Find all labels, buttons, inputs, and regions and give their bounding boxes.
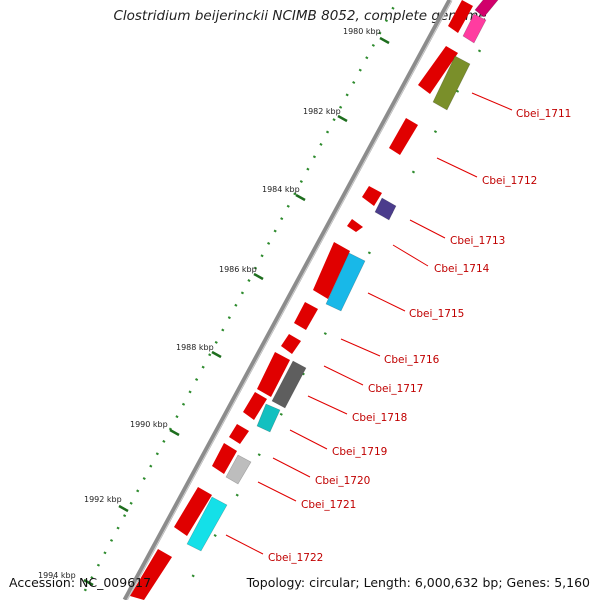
gene-label-1721[interactable]: Cbei_1721	[301, 499, 356, 511]
tick-label-1986: 1986 kbp	[219, 265, 257, 274]
map-title: Clostridium beijerinckii NCIMB 8052, com…	[113, 8, 487, 24]
gene-arrow-8[interactable]	[257, 352, 290, 397]
tick-label-1994: 1994 kbp	[38, 571, 76, 580]
gene-block-top-magenta-gene[interactable]	[474, 0, 499, 18]
gene-label-1720[interactable]: Cbei_1720	[315, 475, 370, 487]
label-leaders	[225, 92, 513, 555]
tick-label-1990: 1990 kbp	[130, 420, 168, 429]
gene-block-cbei-1720[interactable]	[225, 454, 252, 485]
gene-arrow-4[interactable]	[347, 219, 363, 232]
gene-arrow-1[interactable]	[418, 46, 458, 94]
gene-label-1711[interactable]: Cbei_1711	[516, 108, 571, 120]
forward-genes	[130, 0, 473, 600]
gene-label-1716[interactable]: Cbei_1716	[384, 354, 440, 366]
gene-label-1717[interactable]: Cbei_1717	[368, 383, 423, 395]
genome-backbone	[122, 0, 453, 600]
tick-label-1988: 1988 kbp	[176, 343, 214, 352]
gene-label-1719[interactable]: Cbei_1719	[332, 446, 387, 458]
gene-label-1718[interactable]: Cbei_1718	[352, 412, 407, 424]
gene-block-cbei-1717[interactable]	[271, 360, 307, 409]
gene-arrow-7[interactable]	[281, 334, 301, 354]
gene-arrow-13[interactable]	[130, 549, 172, 600]
gene-arrow-6[interactable]	[294, 302, 318, 330]
feature-track-dots	[178, 49, 482, 600]
gene-block-top-pink-gene[interactable]	[462, 13, 487, 44]
gene-label-1714[interactable]: Cbei_1714	[434, 263, 490, 275]
colored-genes	[186, 0, 499, 552]
tick-label-1982: 1982 kbp	[303, 107, 341, 116]
tick-label-1984: 1984 kbp	[262, 185, 300, 194]
gene-labels: Cbei_1711 Cbei_1712 Cbei_1713 Cbei_1714 …	[268, 108, 571, 564]
gene-label-1715[interactable]: Cbei_1715	[409, 308, 464, 320]
gene-block-cbei-1722[interactable]	[186, 496, 228, 552]
gene-label-1712[interactable]: Cbei_1712	[482, 175, 537, 187]
gene-arrow-top[interactable]	[448, 0, 473, 33]
gene-label-1722[interactable]: Cbei_1722	[268, 552, 323, 564]
gene-arrow-9[interactable]	[243, 392, 267, 420]
tick-label-1992: 1992 kbp	[84, 495, 122, 504]
gene-arrow-10[interactable]	[229, 424, 249, 444]
gene-arrow-11[interactable]	[212, 443, 237, 474]
gene-arrow-5[interactable]	[313, 242, 350, 299]
gene-arrow-12[interactable]	[174, 487, 212, 536]
topology-text: Topology: circular; Length: 6,000,632 bp…	[246, 575, 590, 590]
gene-arrow-3[interactable]	[362, 186, 382, 206]
accession-text: Accession: NC_009617	[9, 575, 152, 590]
backbone-highlight	[126, 0, 453, 600]
ruler-ticks	[83, 36, 390, 587]
gene-block-cbei-1713[interactable]	[374, 197, 397, 221]
gene-block-cbei-1718[interactable]	[256, 403, 281, 433]
gene-block-cbei-1711[interactable]	[432, 55, 471, 111]
gene-block-cbei-1715[interactable]	[325, 252, 366, 312]
gene-arrow-2[interactable]	[389, 118, 418, 155]
tick-label-1980: 1980 kbp	[343, 27, 381, 36]
gene-label-1713[interactable]: Cbei_1713	[450, 235, 505, 247]
